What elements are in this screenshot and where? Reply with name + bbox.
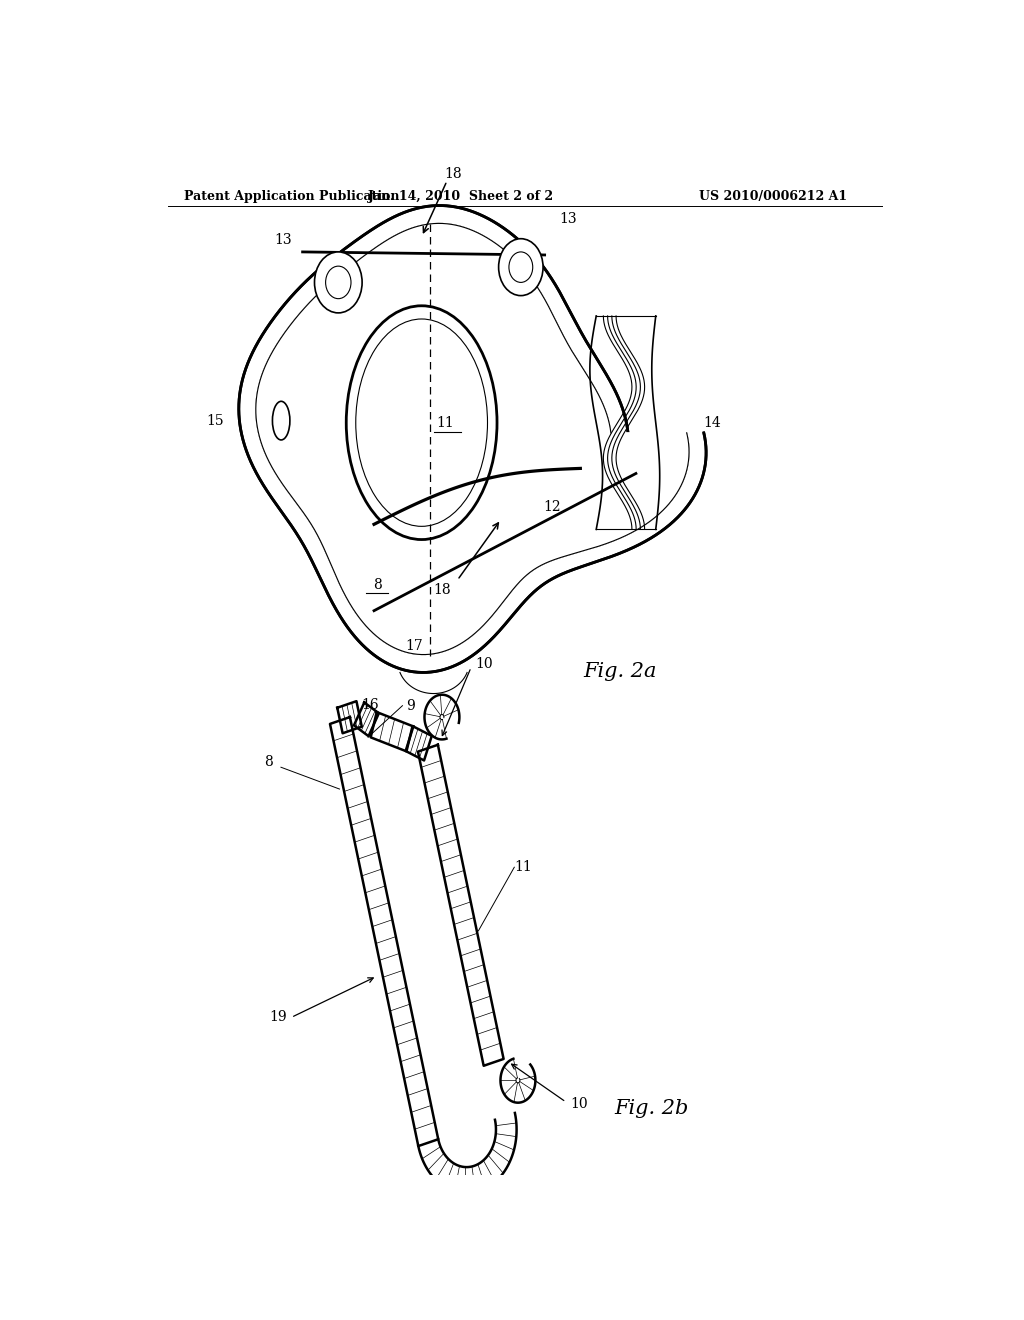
Polygon shape <box>418 744 504 1065</box>
Text: 12: 12 <box>544 500 561 513</box>
Text: 19: 19 <box>269 1011 287 1024</box>
Text: 11: 11 <box>514 861 532 874</box>
Text: 17: 17 <box>404 639 423 653</box>
Polygon shape <box>330 717 438 1146</box>
Polygon shape <box>239 206 707 672</box>
Circle shape <box>509 252 532 282</box>
Circle shape <box>499 239 543 296</box>
Text: US 2010/0006212 A1: US 2010/0006212 A1 <box>699 190 848 202</box>
Ellipse shape <box>346 306 497 540</box>
Polygon shape <box>354 702 379 737</box>
Text: 9: 9 <box>407 698 415 713</box>
Text: 8: 8 <box>374 578 382 593</box>
Text: Fig. 2a: Fig. 2a <box>584 663 656 681</box>
Text: 15: 15 <box>207 413 224 428</box>
Ellipse shape <box>272 401 290 440</box>
Polygon shape <box>406 726 432 760</box>
Text: 8: 8 <box>264 755 273 770</box>
Text: Patent Application Publication: Patent Application Publication <box>183 190 399 202</box>
Text: 16: 16 <box>361 698 379 713</box>
Polygon shape <box>337 701 361 734</box>
Circle shape <box>326 267 351 298</box>
Text: Fig. 2b: Fig. 2b <box>614 1098 688 1118</box>
Polygon shape <box>371 711 413 751</box>
Polygon shape <box>419 1113 516 1193</box>
Text: Jan. 14, 2010  Sheet 2 of 2: Jan. 14, 2010 Sheet 2 of 2 <box>369 190 554 202</box>
Text: 11: 11 <box>436 416 455 430</box>
Text: 13: 13 <box>274 232 292 247</box>
Circle shape <box>314 252 362 313</box>
Text: 18: 18 <box>433 583 452 598</box>
Text: 14: 14 <box>703 416 721 430</box>
Polygon shape <box>256 223 689 655</box>
Text: 10: 10 <box>570 1097 588 1111</box>
Text: 13: 13 <box>560 213 578 227</box>
Text: 10: 10 <box>475 657 493 671</box>
Text: 18: 18 <box>443 166 462 181</box>
